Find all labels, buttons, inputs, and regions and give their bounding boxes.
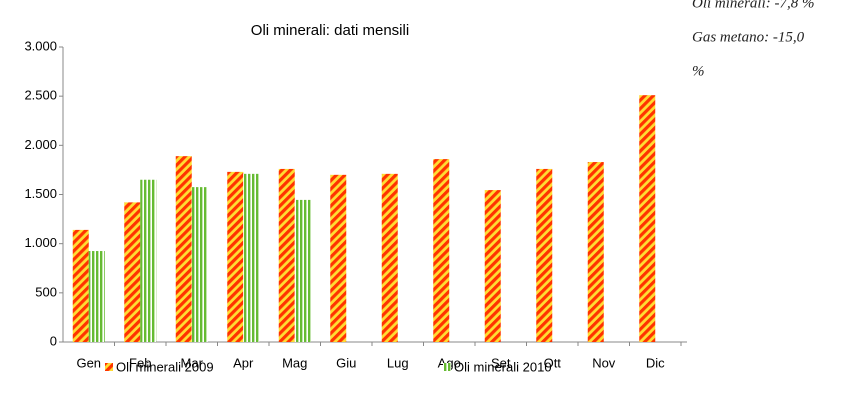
bar [587, 162, 604, 342]
bar [639, 95, 656, 342]
y-tick-label: 1.000 [24, 235, 57, 250]
annotation: Gas metano: -15,0 [692, 29, 805, 45]
x-tick-label: Set [491, 355, 511, 370]
bar [381, 173, 398, 342]
bar [191, 187, 208, 342]
y-tick-label: 2.500 [24, 88, 57, 103]
y-tick-label: 2.000 [24, 137, 57, 152]
bar [227, 171, 244, 342]
bar [243, 173, 260, 342]
bar [484, 190, 501, 342]
bar [536, 168, 553, 342]
bar [72, 229, 89, 342]
y-tick-label: 500 [35, 284, 57, 299]
y-tick-label: 1.500 [24, 186, 57, 201]
x-tick-label: Feb [129, 355, 151, 370]
x-tick-label: Ott [544, 355, 562, 370]
x-tick-label: Gen [76, 355, 101, 370]
bar [433, 159, 450, 342]
x-tick-label: Lug [387, 355, 409, 370]
chart-title: Oli minerali: dati mensili [251, 22, 409, 39]
bar [140, 179, 157, 342]
x-tick-label: Mar [181, 355, 204, 370]
bar [124, 202, 141, 342]
bar [88, 251, 105, 342]
legend-label: Oli minerali 2010 [454, 359, 552, 374]
x-tick-label: Giu [336, 355, 356, 370]
y-tick-label: 0 [50, 333, 57, 348]
bar [294, 199, 311, 342]
x-tick-label: Dic [646, 355, 665, 370]
x-tick-label: Apr [233, 355, 254, 370]
legend-label: Oli minerali 2009 [116, 359, 214, 374]
x-tick-label: Nov [592, 355, 616, 370]
bar [175, 156, 192, 342]
x-tick-label: Mag [282, 355, 307, 370]
bar [330, 174, 347, 342]
legend-swatch [105, 363, 113, 371]
bar [278, 168, 295, 342]
legend-swatch [443, 363, 451, 371]
y-tick-label: 3.000 [24, 38, 57, 53]
annotation: Oli minerali: -7,8 % [692, 0, 814, 11]
annotation: % [692, 63, 705, 79]
